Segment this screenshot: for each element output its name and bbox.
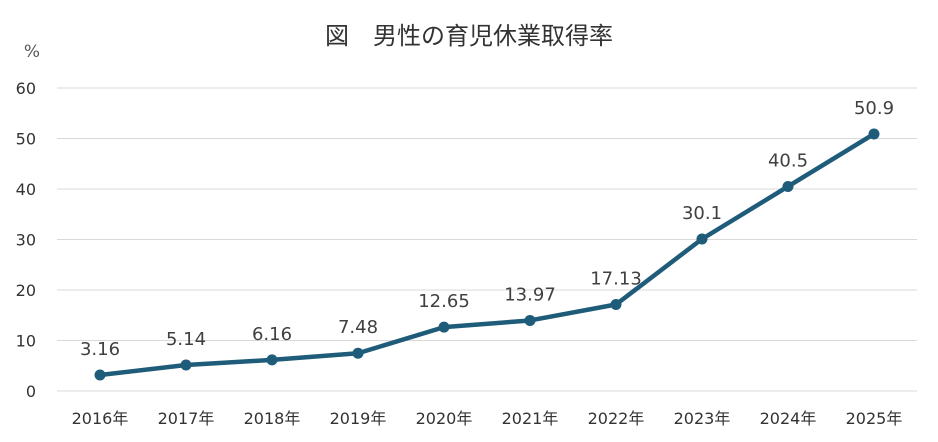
data-label-6: 17.13: [590, 268, 642, 289]
x-tick-label-1: 2017年: [158, 409, 215, 428]
x-tick-label-6: 2022年: [588, 409, 645, 428]
data-label-5: 13.97: [504, 284, 556, 305]
x-axis-ticks: 2016年 2017年 2018年 2019年 2020年 2021年 2022年 2023年…: [72, 409, 903, 428]
x-tick-label-2: 2018年: [244, 409, 301, 428]
data-point-0: [94, 369, 106, 381]
data-labels: 3.16 5.14 6.16 7.48 12.65 13.97 17.13 30.1 40.5 5…: [80, 98, 894, 360]
y-tick-label-20: 20: [16, 281, 36, 300]
data-label-2: 6.16: [252, 324, 292, 345]
data-label-9: 50.9: [854, 98, 894, 119]
data-point-3: [352, 347, 364, 359]
data-point-2: [266, 354, 278, 366]
y-tick-label-30: 30: [16, 231, 36, 250]
chart-title: 図 男性の育児休業取得率: [325, 22, 613, 50]
data-point-9: [868, 128, 880, 140]
data-point-4: [438, 321, 450, 333]
x-tick-label-5: 2021年: [502, 409, 559, 428]
data-point-6: [610, 298, 622, 310]
x-tick-label-4: 2020年: [416, 409, 473, 428]
series-line-0: [97, 131, 877, 378]
data-label-7: 30.1: [682, 203, 722, 224]
data-point-5: [524, 314, 536, 326]
x-tick-label-0: 2016年: [72, 409, 129, 428]
x-tick-label-7: 2023年: [674, 409, 731, 428]
x-tick-label-8: 2024年: [760, 409, 817, 428]
y-axis-unit: %: [24, 42, 40, 62]
y-tick-label-60: 60: [16, 79, 36, 98]
data-point-1: [180, 359, 192, 371]
data-label-4: 12.65: [418, 291, 470, 312]
data-point-7: [696, 233, 708, 245]
data-label-3: 7.48: [338, 317, 378, 338]
y-axis-ticks: 0 10 20 30 40 50 60: [16, 79, 36, 401]
y-tick-label-10: 10: [16, 332, 36, 351]
y-tick-label-40: 40: [16, 180, 36, 199]
y-tick-label-50: 50: [16, 130, 36, 149]
series-line-group: [94, 128, 880, 381]
y-tick-label-0: 0: [26, 382, 36, 401]
data-label-8: 40.5: [768, 150, 808, 171]
data-label-1: 5.14: [166, 329, 206, 350]
x-tick-label-3: 2019年: [330, 409, 387, 428]
gridlines: [57, 87, 917, 392]
x-tick-label-9: 2025年: [846, 409, 903, 428]
data-point-8: [782, 180, 794, 192]
data-label-0: 3.16: [80, 339, 120, 360]
